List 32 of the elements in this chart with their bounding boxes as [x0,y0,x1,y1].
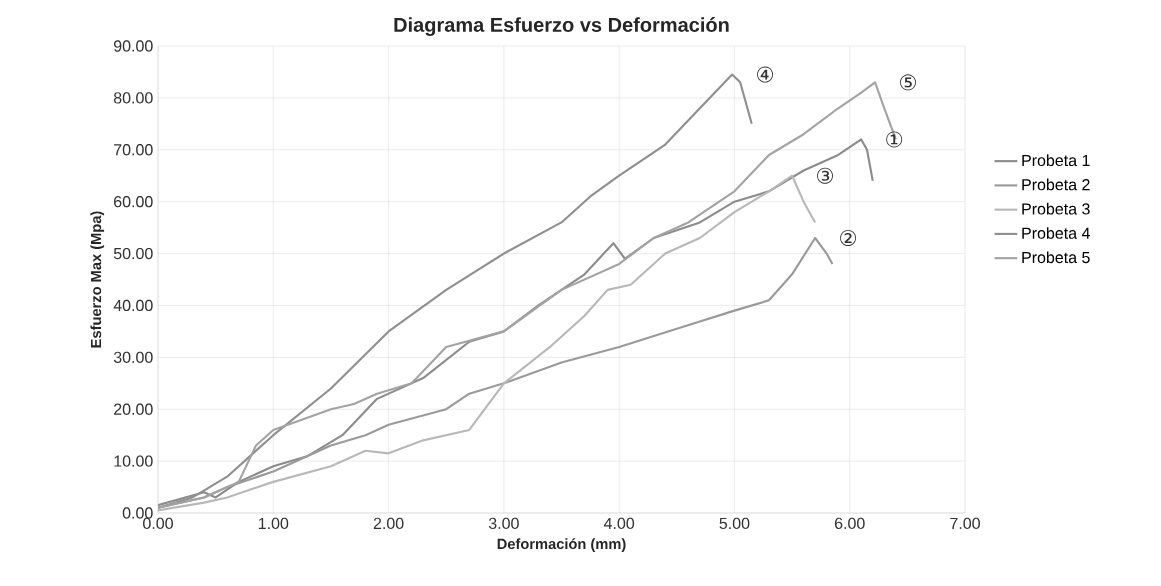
x-tick-label: 3.00 [488,517,519,530]
y-tick-label: 60.00 [114,196,153,208]
x-tick-label: 4.00 [603,517,635,530]
x-tick-label: 7.00 [950,517,980,530]
y-tick-label: 10.00 [114,455,153,467]
y-tick-label: 20.00 [114,403,153,415]
legend-label: Probeta 1 [1022,154,1090,167]
y-tick-label: 30.00 [113,351,153,363]
annotation: ① [886,131,903,148]
annotation: ⑤ [900,74,916,91]
legend-label: Probeta 4 [1022,227,1090,239]
annotation: ③ [817,167,833,184]
legend-label: Probeta 3 [1022,202,1090,215]
x-tick-label: 6.00 [834,517,865,530]
y-tick-label: 40.00 [113,299,153,312]
y-tick-label: 70.00 [114,144,153,156]
annotation: ④ [757,66,774,83]
x-tick-label: 1.00 [258,517,289,530]
x-axis-title: Deformación (mm) [497,538,626,552]
y-tick-label: 90.00 [114,40,153,52]
x-tick-label: 5.00 [719,517,750,530]
line-series [158,174,817,512]
annotation: ② [840,230,857,246]
legend-label: Probeta 2 [1022,178,1090,191]
y-tick-label: 50.00 [113,247,153,260]
y-tick-label: 0.00 [122,507,153,519]
y-axis-title: Esfuerzo Max (Mpa) [90,211,105,348]
legend-label: Probeta 5 [1022,251,1090,264]
chart-title: Diagrama Esfuerzo vs Deformación [394,17,729,36]
y-tick-label: 80.00 [113,92,153,104]
x-tick-label: 0.00 [143,517,173,530]
x-tick-label: 2.00 [373,517,404,530]
